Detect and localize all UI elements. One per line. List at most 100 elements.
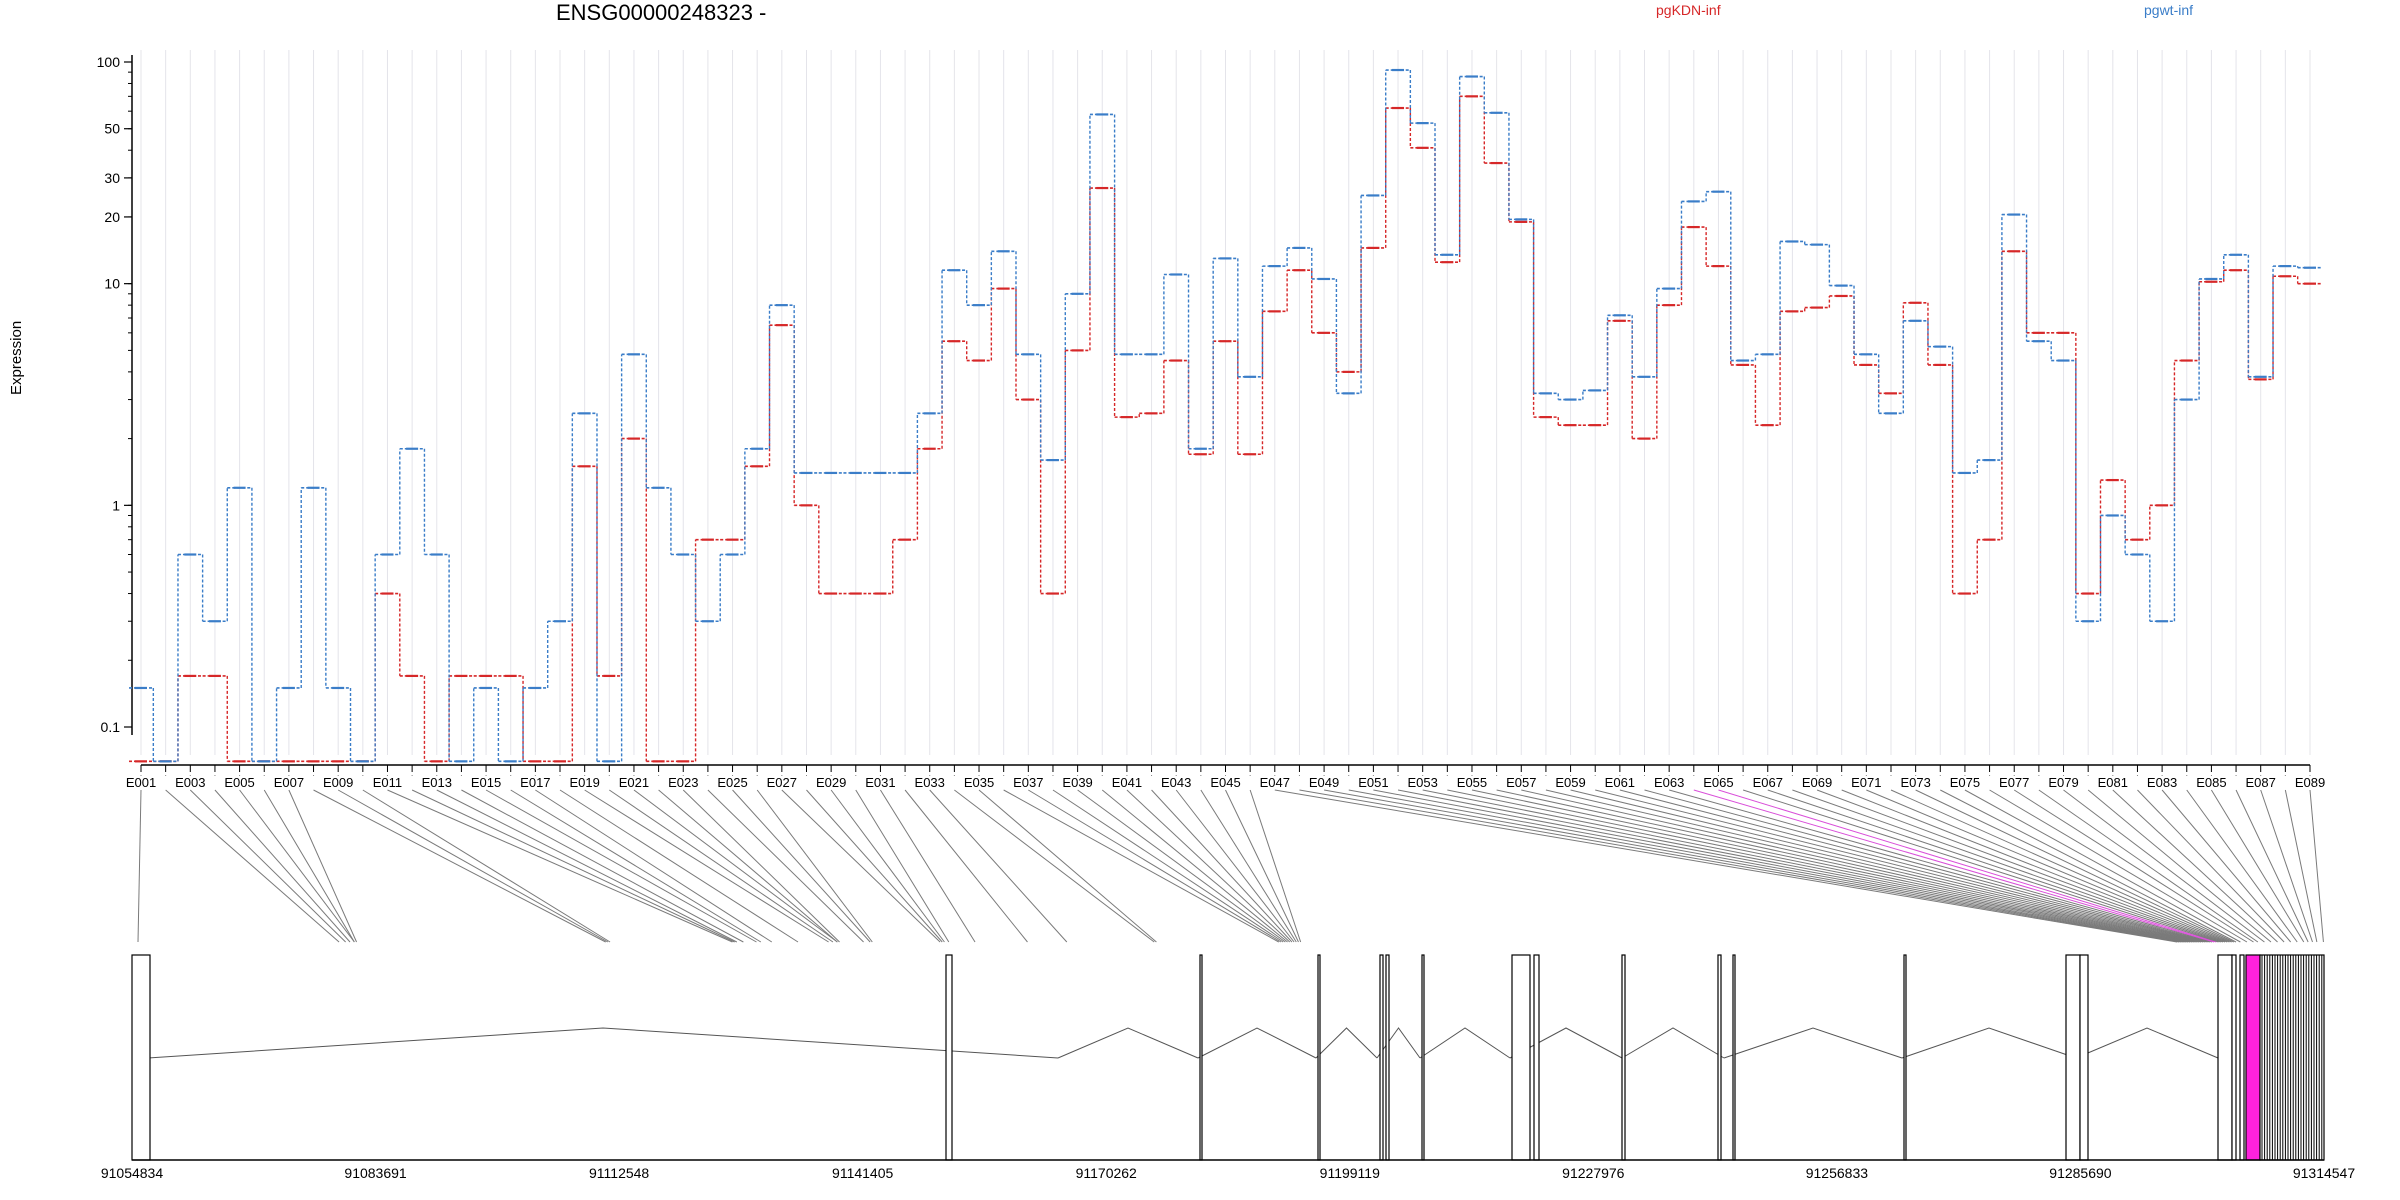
x-tick-label: E043: [1161, 775, 1191, 790]
genomic-axis: 91054834 91083691 91112548 91141405 91170262…: [101, 1159, 2355, 1181]
intron-line: [2075, 1027, 2219, 1059]
exon-connector: [485, 789, 757, 943]
exon-connector: [584, 789, 829, 943]
exon-connector: [313, 789, 606, 943]
exon-box: [2079, 954, 2089, 1161]
x-tick-label: E021: [619, 775, 649, 790]
exon-box: [1717, 954, 1722, 1161]
exon-connector: [1126, 789, 1291, 943]
exon-connector: [1373, 789, 2186, 943]
genomic-tick-label: 91141405: [832, 1165, 893, 1181]
x-tick-label: E061: [1605, 775, 1635, 790]
exon-connector: [2112, 789, 2278, 943]
exon-box: [2245, 954, 2261, 1161]
x-tick-label: E081: [2098, 775, 2128, 790]
exon-box: [2217, 954, 2233, 1161]
intron-line: [1621, 1027, 1725, 1059]
exon-connector: [1816, 789, 2226, 943]
x-tick-label: E069: [1802, 775, 1832, 790]
exon-connector: [1915, 789, 2235, 943]
x-tick-label: E087: [2246, 775, 2276, 790]
exon-box: [2239, 954, 2245, 1161]
exon-connector: [2063, 789, 2265, 943]
exon-connector: [732, 789, 871, 943]
gridlines: [140, 50, 2311, 755]
exon-connector: [682, 789, 840, 943]
x-tick-label: E071: [1851, 775, 1881, 790]
x-tick-label: E031: [865, 775, 895, 790]
exon-connector: [633, 789, 838, 943]
exon-connector: [1397, 789, 2189, 943]
exon-connector: [1471, 789, 2195, 943]
exon-box: [1385, 954, 1390, 1161]
exon-connector: [1619, 789, 2208, 943]
genomic-tick-label: 91054834: [101, 1165, 164, 1181]
genomic-tick-label: 91256833: [1806, 1165, 1869, 1181]
exon-connector: [2284, 789, 2318, 943]
exon-connector: [1151, 789, 1293, 943]
x-tick-label: E079: [2048, 775, 2078, 790]
exon-connector: [1644, 789, 2210, 943]
x-tick-label: E067: [1753, 775, 1783, 790]
exon-connector: [1792, 789, 2224, 943]
intron-line: [1376, 1027, 1421, 1059]
exon-connector: [263, 789, 355, 943]
x-tick-label: E051: [1358, 775, 1388, 790]
exon-connector: [904, 789, 1028, 943]
genomic-tick-label: 91285690: [2049, 1165, 2112, 1181]
exon-connector: [1521, 789, 2199, 943]
exon-box: [1379, 954, 1384, 1161]
exon-box: [1317, 954, 1321, 1161]
exon-connector: [2309, 789, 2324, 943]
exon-connector: [137, 789, 142, 943]
gene-model: [131, 954, 2325, 1161]
series-lines: [129, 68, 2322, 763]
intron-line: [1723, 1027, 1903, 1059]
exon-connector: [855, 789, 950, 943]
y-tick-label: 20: [104, 209, 120, 225]
x-tick-label: E073: [1900, 775, 1930, 790]
exon-box: [1199, 954, 1203, 1161]
exon-connector: [1545, 789, 2202, 943]
x-tick-label: E019: [569, 775, 599, 790]
x-tick-label: E065: [1703, 775, 1733, 790]
exon-connector: [1101, 789, 1288, 943]
intron-line: [147, 1027, 1059, 1059]
exon-box: [1732, 954, 1736, 1161]
x-tick-label: E057: [1506, 775, 1536, 790]
legend-entry-pgwt-inf: pgwt-inf: [2144, 2, 2194, 18]
exon-connector: [1249, 789, 1302, 943]
exon-box: [2065, 954, 2081, 1161]
x-tick-label: E039: [1062, 775, 1092, 790]
x-tick-label: E003: [175, 775, 205, 790]
x-tick-label: E041: [1112, 775, 1142, 790]
exon-connector: [1718, 789, 2217, 943]
exon-connector: [2186, 789, 2298, 943]
exon-connector: [1028, 789, 1282, 943]
exon-connector: [436, 789, 738, 943]
x-tick-label: E023: [668, 775, 698, 790]
exon-connector: [1767, 789, 2221, 943]
exon-box: [1421, 954, 1425, 1161]
x-tick-label: E001: [126, 775, 156, 790]
exon-connector: [1496, 789, 2197, 943]
exon-connector: [2013, 789, 2254, 943]
x-tick-label: E049: [1309, 775, 1339, 790]
x-tick-label: E047: [1260, 775, 1290, 790]
x-tick-label: E075: [1950, 775, 1980, 790]
x-tick-label: E037: [1013, 775, 1043, 790]
x-axis: E001 E003 E005 E007 E009 E011 E013 E015 E017 E019…: [126, 764, 2325, 790]
exon-box: [131, 954, 151, 1161]
exon-connector: [362, 789, 611, 943]
exon-connector: [1274, 789, 2178, 943]
intron-line: [1419, 1027, 1511, 1059]
legend-entry-pgKDN-inf: pgKDN-inf: [1656, 2, 1721, 18]
x-tick-label: E083: [2147, 775, 2177, 790]
exon-connector: [461, 789, 744, 943]
exon-connector: [288, 789, 357, 943]
exon-box: [945, 954, 953, 1161]
exon-connector: [830, 789, 945, 943]
exon-connector: [1866, 789, 2230, 943]
exon-box: [2231, 954, 2237, 1161]
exon-connector: [1200, 789, 1297, 943]
